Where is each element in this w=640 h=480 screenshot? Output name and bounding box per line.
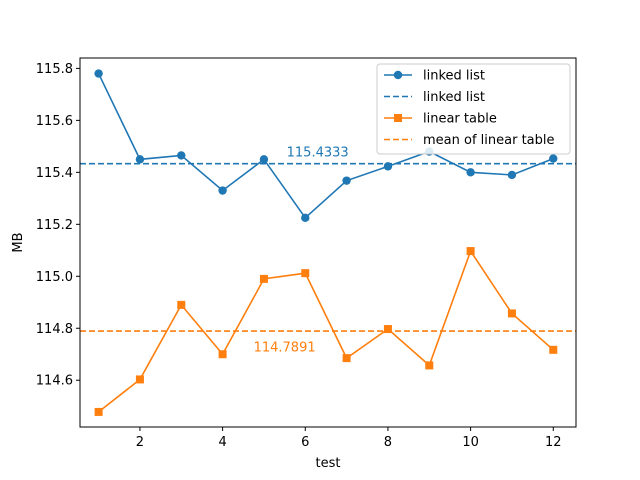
series-1-point-7: [383, 325, 392, 334]
series-0-point-5: [301, 213, 310, 223]
series-0-point-0: [94, 69, 103, 78]
y-axis: 114.6 114.8 115.0 115.2 115.4 115.6 115.8: [36, 62, 80, 389]
y-tick-label-0: 114.6: [36, 374, 73, 389]
x-tick-label-1: 4: [218, 435, 226, 450]
series-1-point-4: [259, 274, 268, 283]
legend: linked list linked list linear table mean o…: [376, 63, 571, 155]
series-0-point-2: [177, 151, 186, 160]
series-1-point-1: [135, 375, 144, 384]
series-1-point-2: [177, 300, 186, 309]
series-1-point-5: [301, 269, 310, 278]
legend-marker-2: [394, 114, 402, 122]
y-tick-label-3: 115.2: [36, 218, 73, 233]
y-tick-label-2: 115.0: [36, 270, 73, 285]
mean-lines: [80, 162, 576, 332]
y-tick-label-4: 115.4: [36, 166, 73, 181]
series-line-0: [97, 73, 554, 220]
series-1-point-3: [218, 350, 227, 359]
plot-area-frame: [79, 57, 577, 428]
series-line-1: [98, 249, 554, 413]
series-0-point-11: [549, 154, 558, 163]
x-tick-label-0: 2: [136, 435, 144, 450]
series-1-point-8: [425, 361, 434, 370]
legend-box: [376, 63, 571, 155]
y-tick-label-6: 115.8: [36, 62, 73, 77]
series-0-point-9: [466, 168, 475, 177]
series-1-point-9: [466, 247, 475, 256]
x-tick-label-5: 12: [545, 435, 562, 450]
series-0-point-7: [383, 162, 393, 171]
series-1-point-10: [507, 309, 516, 318]
legend-label-0: linked list: [423, 69, 485, 84]
y-tick-label-5: 115.6: [36, 114, 73, 129]
legend-label-1: linked list: [423, 90, 485, 105]
series-0-point-10: [507, 170, 517, 180]
x-tick-label-2: 6: [301, 435, 309, 450]
legend-label-3: mean of linear table: [423, 133, 555, 148]
x-tick-label-4: 10: [462, 435, 479, 450]
series-lines: [94, 69, 558, 416]
x-axis-label: test: [316, 456, 341, 471]
series-0-point-1: [135, 155, 145, 164]
annotations: 115.4333 114.7891: [254, 146, 349, 356]
series-1-point-6: [342, 354, 351, 363]
annotation-1: 114.7891: [254, 341, 316, 356]
y-axis-label: MB: [11, 232, 26, 252]
series-1-point-11: [549, 345, 558, 354]
series-0-point-4: [259, 155, 269, 164]
annotation-0: 115.4333: [287, 146, 349, 161]
y-tick-label-1: 114.8: [36, 322, 73, 337]
legend-label-2: linear table: [423, 112, 497, 127]
series-0-point-3: [218, 186, 227, 195]
legend-marker-0: [393, 70, 403, 80]
x-tick-label-3: 8: [384, 435, 392, 450]
series-0-point-6: [342, 176, 351, 185]
series-1-point-0: [94, 407, 103, 416]
x-axis: 2 4 6 8 10 12: [136, 427, 562, 450]
